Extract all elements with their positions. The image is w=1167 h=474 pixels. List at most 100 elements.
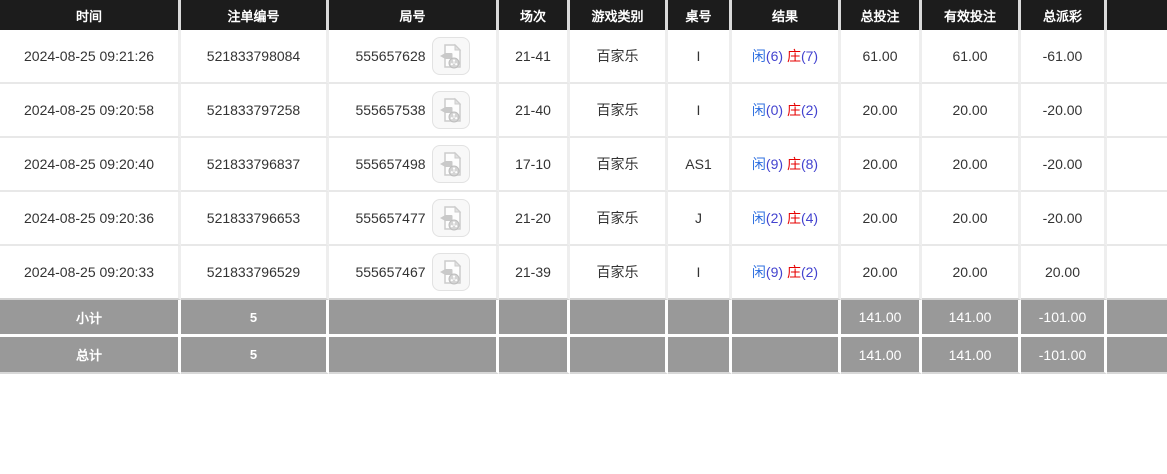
summary-empty-result — [732, 337, 841, 374]
video-document-icon — [439, 151, 461, 177]
cell-total-payout: -61.00 — [1021, 30, 1107, 84]
cell-time: 2024-08-25 09:20:58 — [0, 84, 181, 138]
summary-empty-session — [499, 337, 570, 374]
summary-label: 总计 — [0, 337, 181, 374]
cell-extra — [1107, 138, 1167, 192]
round-no-wrap: 555657477 — [355, 199, 470, 237]
cell-game-type: 百家乐 — [570, 30, 668, 84]
table-row: 2024-08-25 09:20:58 521833797258 555657538… — [0, 84, 1167, 138]
cell-total-bet: 20.00 — [841, 138, 922, 192]
cell-round-no: 555657628 — [329, 30, 499, 84]
cell-result: 闲(2) 庄(4) — [732, 192, 841, 246]
summary-empty-table-no — [668, 337, 732, 374]
cell-bet-id: 521833796653 — [181, 192, 329, 246]
round-no-text: 555657498 — [355, 156, 426, 172]
result-player-score: (9) — [765, 156, 784, 172]
cell-valid-bet: 20.00 — [922, 246, 1021, 300]
cell-total-bet: 20.00 — [841, 246, 922, 300]
cell-valid-bet: 20.00 — [922, 84, 1021, 138]
cell-table-no: I — [668, 246, 732, 300]
round-no-wrap: 555657467 — [355, 253, 470, 291]
cell-session: 21-20 — [499, 192, 570, 246]
column-header-session: 场次 — [499, 0, 570, 30]
result-player-label: 闲 — [751, 48, 766, 64]
result-banker-label: 庄 — [786, 210, 801, 226]
bet-records-table: 时间 注单编号 局号 场次 游戏类别 桌号 结果 总投注 有效投注 总派彩 2024-08-25 … — [0, 0, 1167, 374]
cell-total-bet: 61.00 — [841, 30, 922, 84]
result-player-label: 闲 — [751, 102, 766, 118]
cell-bet-id: 521833797258 — [181, 84, 329, 138]
table-row: 2024-08-25 09:21:26 521833798084 555657628… — [0, 30, 1167, 84]
summary-total-bet: 141.00 — [841, 300, 922, 337]
cell-round-no: 555657498 — [329, 138, 499, 192]
cell-extra — [1107, 84, 1167, 138]
cell-valid-bet: 20.00 — [922, 192, 1021, 246]
result-banker-score: (2) — [800, 264, 819, 280]
summary-count: 5 — [181, 337, 329, 374]
video-document-icon — [439, 259, 461, 285]
result-player-score: (6) — [765, 48, 784, 64]
cell-extra — [1107, 192, 1167, 246]
video-replay-button[interactable] — [431, 145, 470, 183]
column-header-valid-bet: 有效投注 — [922, 0, 1021, 30]
summary-valid-bet: 141.00 — [922, 300, 1021, 337]
result-banker-score: (8) — [800, 156, 819, 172]
table-header-row: 时间 注单编号 局号 场次 游戏类别 桌号 结果 总投注 有效投注 总派彩 — [0, 0, 1167, 30]
cell-time: 2024-08-25 09:21:26 — [0, 30, 181, 84]
cell-game-type: 百家乐 — [570, 138, 668, 192]
round-no-wrap: 555657498 — [355, 145, 470, 183]
round-no-text: 555657467 — [355, 264, 426, 280]
summary-total-bet: 141.00 — [841, 337, 922, 374]
result-player-score: (2) — [765, 210, 784, 226]
cell-session: 21-39 — [499, 246, 570, 300]
cell-valid-bet: 61.00 — [922, 30, 1021, 84]
video-replay-button[interactable] — [431, 199, 470, 237]
column-header-table-no: 桌号 — [668, 0, 732, 30]
result-player-label: 闲 — [751, 264, 766, 280]
cell-total-payout: 20.00 — [1021, 246, 1107, 300]
cell-round-no: 555657538 — [329, 84, 499, 138]
result-player-label: 闲 — [751, 156, 766, 172]
cell-total-payout: -20.00 — [1021, 84, 1107, 138]
summary-empty-game-type — [570, 337, 668, 374]
column-header-bet-id: 注单编号 — [181, 0, 329, 30]
cell-table-no: I — [668, 84, 732, 138]
summary-total-payout: -101.00 — [1021, 337, 1107, 374]
summary-empty-game-type — [570, 300, 668, 337]
summary-empty-session — [499, 300, 570, 337]
round-no-wrap: 555657538 — [355, 91, 470, 129]
result-banker-label: 庄 — [786, 102, 801, 118]
cell-total-payout: -20.00 — [1021, 138, 1107, 192]
summary-extra — [1107, 337, 1167, 374]
column-header-total-payout: 总派彩 — [1021, 0, 1107, 30]
cell-result: 闲(9) 庄(8) — [732, 138, 841, 192]
cell-valid-bet: 20.00 — [922, 138, 1021, 192]
video-replay-button[interactable] — [431, 253, 470, 291]
video-replay-button[interactable] — [431, 37, 470, 75]
cell-table-no: AS1 — [668, 138, 732, 192]
cell-result: 闲(6) 庄(7) — [732, 30, 841, 84]
summary-row-subtotal: 小计 5 141.00 141.00 -101.00 — [0, 300, 1167, 337]
table-row: 2024-08-25 09:20:36 521833796653 555657477… — [0, 192, 1167, 246]
summary-empty-table-no — [668, 300, 732, 337]
result-banker-label: 庄 — [786, 156, 801, 172]
round-no-text: 555657628 — [355, 48, 426, 64]
video-replay-button[interactable] — [431, 91, 470, 129]
round-no-text: 555657477 — [355, 210, 426, 226]
cell-session: 17-10 — [499, 138, 570, 192]
video-document-icon — [439, 43, 461, 69]
column-header-extra — [1107, 0, 1167, 30]
round-no-wrap: 555657628 — [355, 37, 470, 75]
result-banker-score: (4) — [800, 210, 819, 226]
cell-table-no: I — [668, 30, 732, 84]
cell-extra — [1107, 30, 1167, 84]
cell-round-no: 555657467 — [329, 246, 499, 300]
cell-time: 2024-08-25 09:20:40 — [0, 138, 181, 192]
column-header-total-bet: 总投注 — [841, 0, 922, 30]
cell-round-no: 555657477 — [329, 192, 499, 246]
cell-bet-id: 521833796837 — [181, 138, 329, 192]
cell-game-type: 百家乐 — [570, 84, 668, 138]
round-no-text: 555657538 — [355, 102, 426, 118]
cell-game-type: 百家乐 — [570, 246, 668, 300]
result-banker-label: 庄 — [786, 264, 801, 280]
